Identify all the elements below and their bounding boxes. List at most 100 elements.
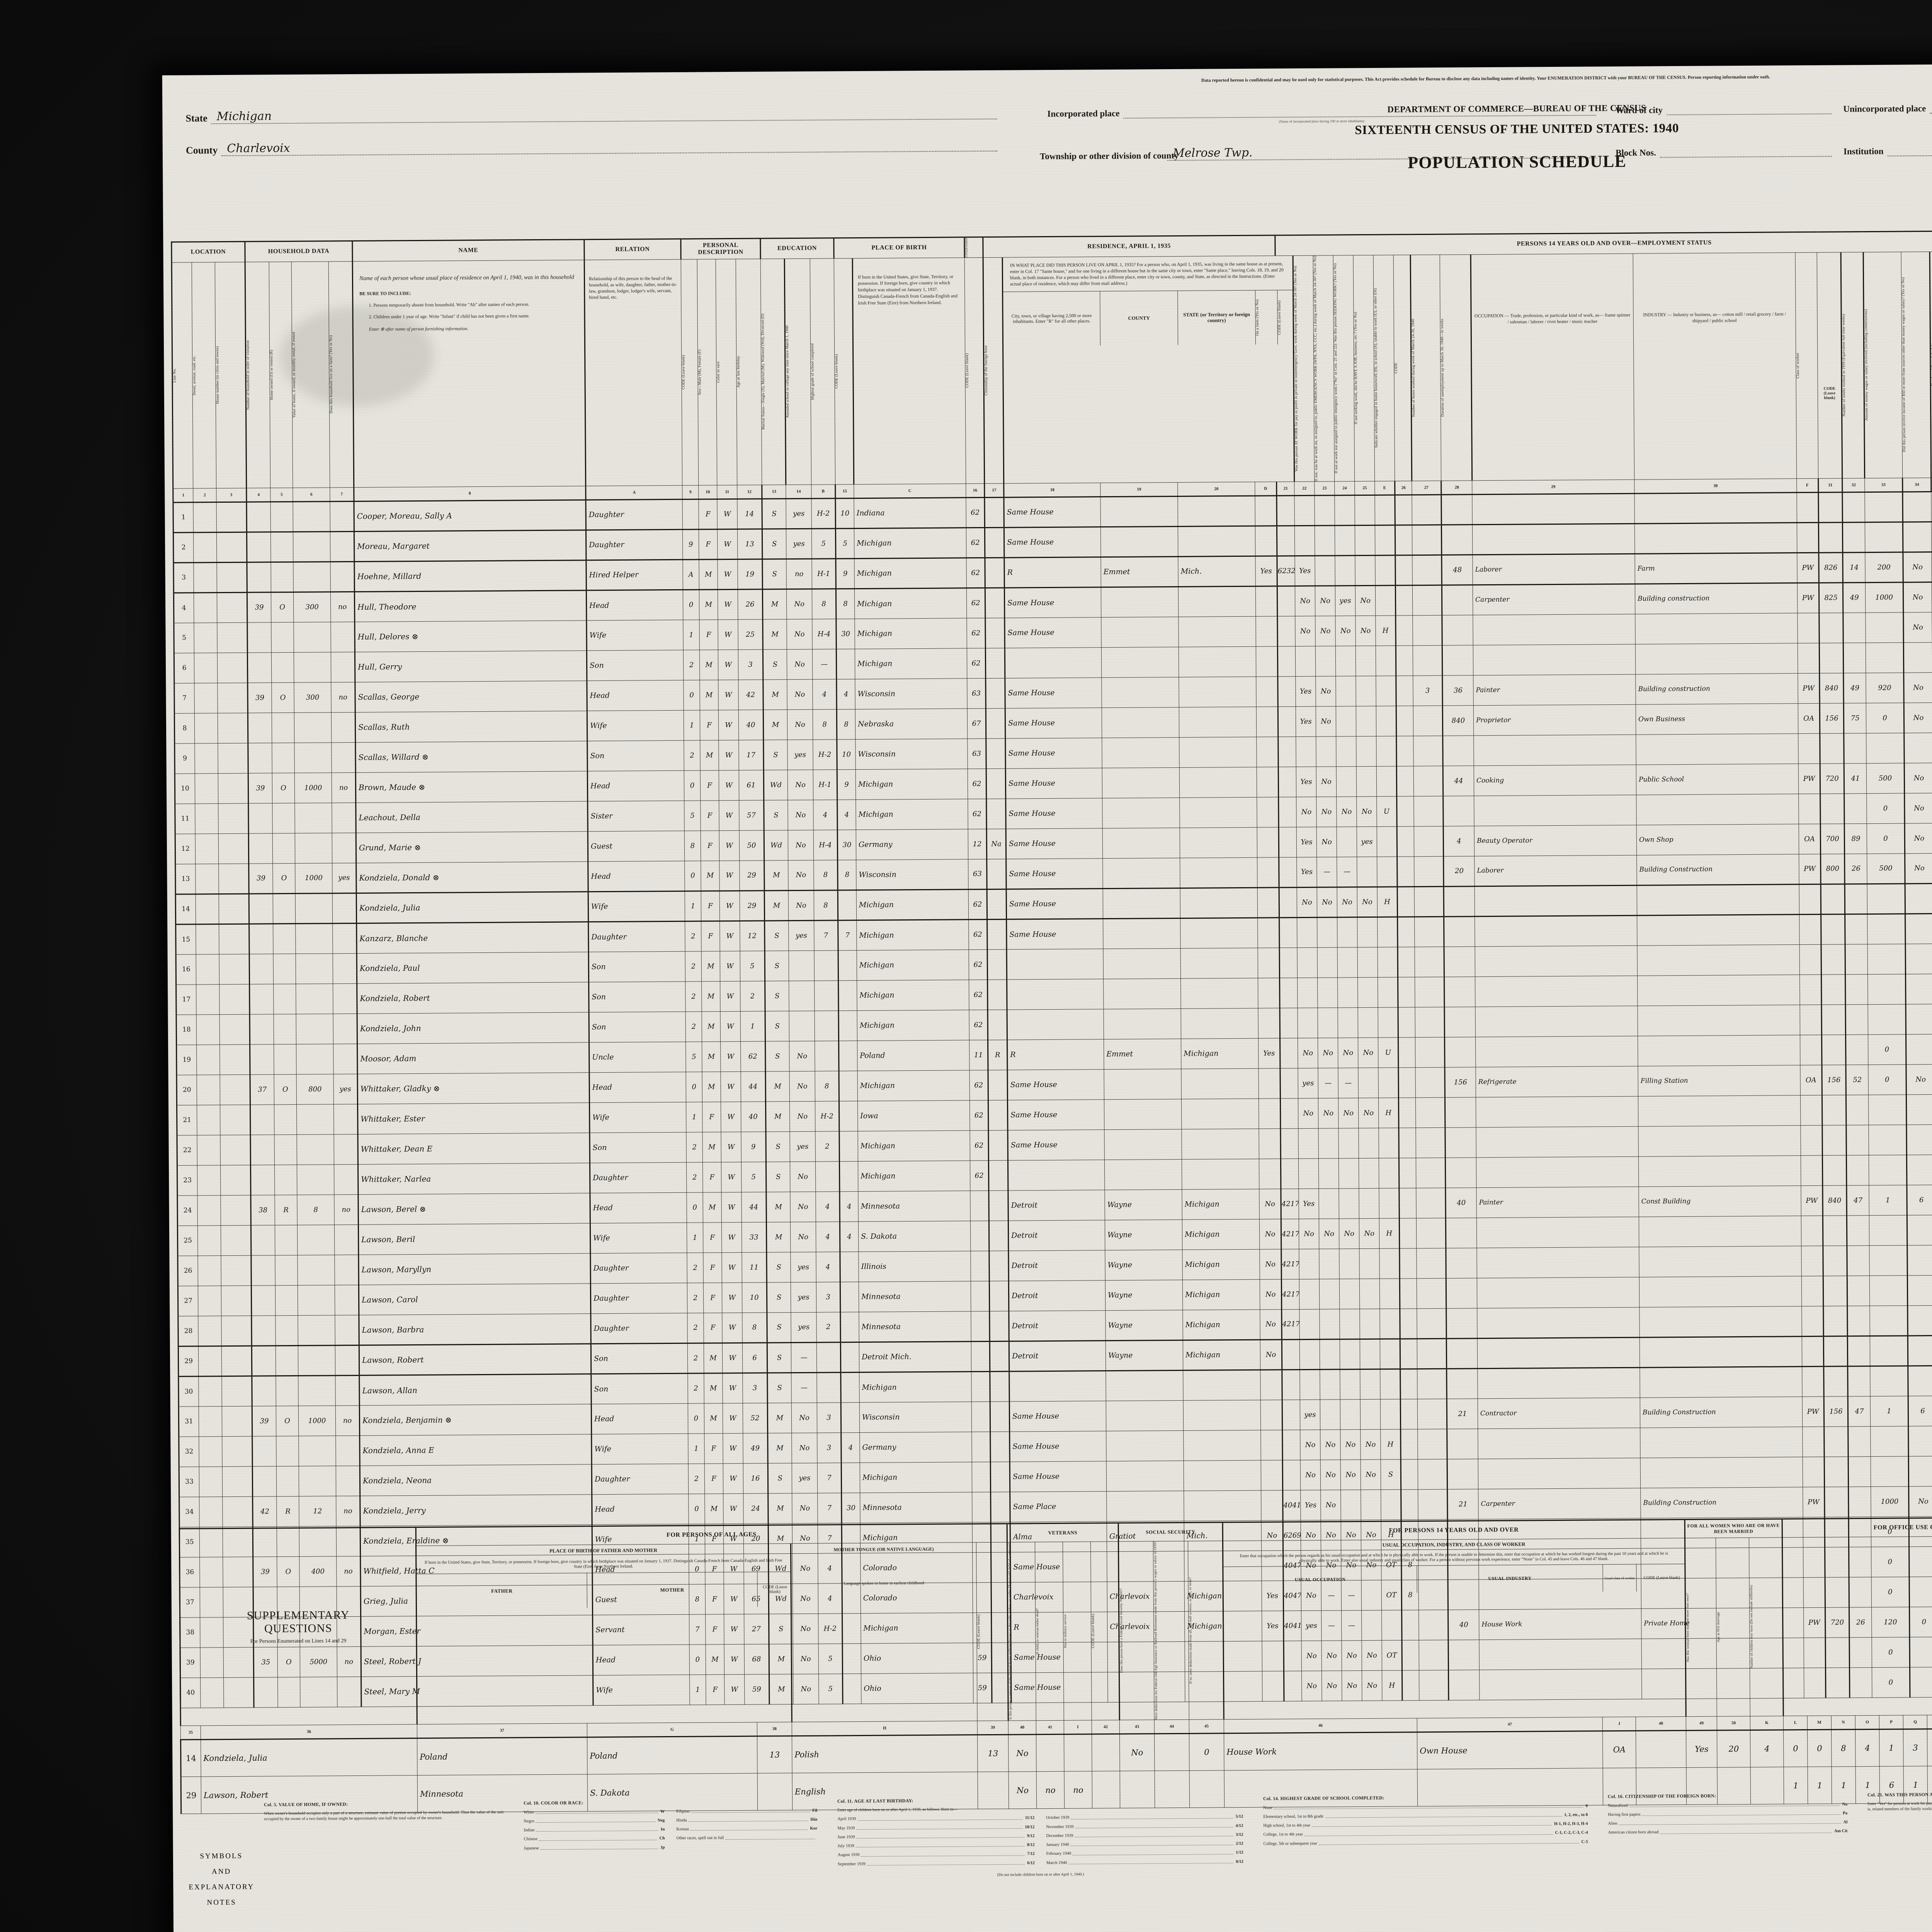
cell-age-row5[interactable]: 25: [738, 619, 763, 650]
cell-ind-row3[interactable]: Farm: [1634, 553, 1798, 584]
cell-rel-row3[interactable]: Hired Helper: [586, 559, 683, 590]
cell-line-row3[interactable]: 3: [173, 562, 194, 593]
cell-c33-row10[interactable]: No: [1904, 763, 1932, 793]
cell-e-row30[interactable]: [1400, 1369, 1418, 1399]
cell-occ-row12[interactable]: Beauty Operator: [1474, 825, 1637, 856]
cell-cit-row33[interactable]: [990, 1461, 1010, 1492]
cell-sch-row23[interactable]: No: [790, 1161, 816, 1192]
cell-c26-row18[interactable]: [1415, 1007, 1445, 1037]
cell-hh-row5[interactable]: [247, 622, 272, 653]
cell-ind-row32[interactable]: [1640, 1427, 1803, 1458]
cell-c-row1[interactable]: 62: [966, 497, 985, 528]
cell-a-row31[interactable]: 0: [688, 1403, 704, 1434]
cell-grade-row26[interactable]: 4: [816, 1252, 840, 1282]
cell-c-row3[interactable]: 62: [966, 558, 985, 588]
cell-cw-row7[interactable]: PW: [1798, 673, 1820, 704]
cell-c21-row9[interactable]: [1296, 736, 1316, 767]
cell-d-row3[interactable]: 6232: [1277, 556, 1295, 586]
cell-sch-row22[interactable]: yes: [789, 1131, 816, 1162]
cell-c33-row33[interactable]: [1908, 1456, 1932, 1486]
cell-res-row21[interactable]: Same House: [1007, 1099, 1104, 1130]
cell-cit-row2[interactable]: [985, 527, 1004, 558]
cell-onfarm-row20[interactable]: [1259, 1068, 1281, 1099]
cell-state-row33[interactable]: [1184, 1460, 1261, 1491]
cell-hh-row32[interactable]: [252, 1436, 277, 1466]
cell-c22-row17[interactable]: [1317, 977, 1338, 1008]
cell-val-row1[interactable]: [293, 501, 330, 532]
cell-mar-row4[interactable]: M: [762, 589, 787, 619]
supp-cell-line-line14[interactable]: 14: [180, 1740, 201, 1777]
supp-cell-o6-line14[interactable]: 3: [1903, 1729, 1928, 1767]
cell-county-row33[interactable]: [1106, 1461, 1184, 1492]
supp-cell-code_j-line14[interactable]: [1636, 1730, 1687, 1768]
cell-farm-row27[interactable]: [335, 1285, 359, 1315]
cell-res-row27[interactable]: Detroit: [1009, 1280, 1105, 1311]
cell-onfarm-row32[interactable]: [1260, 1430, 1283, 1460]
cell-res-row5[interactable]: Same House: [1004, 617, 1102, 648]
cell-f-row8[interactable]: 156: [1820, 703, 1844, 733]
cell-f-row7[interactable]: 840: [1819, 673, 1844, 703]
cell-c24-row20[interactable]: [1358, 1067, 1379, 1098]
cell-res-row7[interactable]: Same House: [1005, 677, 1102, 708]
cell-occ-row5[interactable]: [1473, 614, 1636, 645]
cell-onfarm-row34[interactable]: [1261, 1490, 1283, 1520]
cell-birth-row9[interactable]: Wisconsin: [855, 738, 968, 770]
cell-hn-row21[interactable]: [220, 1104, 250, 1135]
cell-farm-row33[interactable]: [336, 1466, 360, 1496]
cell-c22-row16[interactable]: [1317, 947, 1338, 978]
cell-rel-row30[interactable]: Son: [591, 1373, 688, 1404]
cell-line-row9[interactable]: 9: [174, 743, 195, 774]
cell-c31-row7[interactable]: 49: [1843, 673, 1866, 703]
cell-c33-row13[interactable]: No: [1905, 853, 1932, 884]
cell-age-row6[interactable]: 3: [738, 649, 763, 680]
cell-c25-row11[interactable]: U: [1376, 796, 1397, 827]
cell-c23-row21[interactable]: No: [1338, 1098, 1359, 1128]
cell-c33-row26[interactable]: [1907, 1245, 1932, 1276]
cell-d-row22[interactable]: [1280, 1128, 1299, 1159]
cell-state-row29[interactable]: Michigan: [1183, 1339, 1260, 1371]
cell-farm-row11[interactable]: [332, 803, 356, 833]
cell-d-row4[interactable]: [1277, 586, 1295, 616]
cell-res-row8[interactable]: Same House: [1005, 707, 1102, 738]
cell-b-row7[interactable]: 4: [836, 679, 855, 709]
cell-e-row6[interactable]: [1396, 645, 1413, 676]
cell-c24-row28[interactable]: [1359, 1308, 1380, 1339]
cell-ind-row13[interactable]: Building Construction: [1636, 854, 1799, 885]
cell-c21-row23[interactable]: [1298, 1158, 1319, 1189]
cell-a-row1[interactable]: [682, 499, 699, 529]
cell-onfarm-row16[interactable]: [1258, 947, 1280, 978]
cell-b-row14[interactable]: [838, 890, 857, 920]
cell-age-row31[interactable]: 52: [743, 1403, 768, 1434]
cell-hn-row34[interactable]: [222, 1496, 253, 1527]
cell-e-row31[interactable]: [1400, 1399, 1418, 1429]
cell-age-row15[interactable]: 12: [740, 920, 765, 951]
cell-onfarm-row19[interactable]: Yes: [1258, 1038, 1281, 1068]
cell-c23-row15[interactable]: [1337, 917, 1358, 947]
cell-cit-row7[interactable]: [985, 678, 1005, 709]
cell-cit-row26[interactable]: [989, 1250, 1009, 1281]
cell-e-row26[interactable]: [1399, 1248, 1417, 1279]
cell-c22-row25[interactable]: No: [1319, 1218, 1339, 1249]
cell-name-row22[interactable]: Whittaker, Dean E: [357, 1133, 590, 1165]
cell-sex-row5[interactable]: F: [699, 619, 718, 650]
cell-state-row16[interactable]: [1180, 947, 1258, 979]
cell-name-row26[interactable]: Lawson, Maryllyn: [358, 1253, 591, 1285]
cell-c25-row17[interactable]: [1378, 977, 1398, 1007]
cell-f-row24[interactable]: 840: [1822, 1185, 1847, 1216]
cell-b-row15[interactable]: 7: [838, 920, 857, 951]
cell-cit-row9[interactable]: [986, 738, 1006, 769]
cell-mar-row23[interactable]: S: [766, 1162, 790, 1192]
cell-name-row21[interactable]: Whittaker, Ester: [357, 1102, 590, 1134]
cell-grade-row20[interactable]: 8: [815, 1071, 839, 1101]
cell-val-row13[interactable]: 1000: [295, 863, 333, 894]
cell-own-row6[interactable]: [271, 652, 294, 683]
cell-c23-row20[interactable]: —: [1338, 1068, 1359, 1098]
cell-cit-row17[interactable]: [987, 979, 1007, 1010]
cell-val-row31[interactable]: 1000: [298, 1405, 336, 1436]
cell-occ-row7[interactable]: Painter: [1473, 674, 1636, 706]
cell-c33-row3[interactable]: No: [1903, 552, 1932, 582]
cell-c22-row14[interactable]: No: [1317, 887, 1337, 917]
cell-hh-row14[interactable]: [249, 893, 273, 924]
cell-birth-row6[interactable]: Michigan: [855, 648, 967, 679]
cell-race-row9[interactable]: W: [718, 740, 739, 770]
